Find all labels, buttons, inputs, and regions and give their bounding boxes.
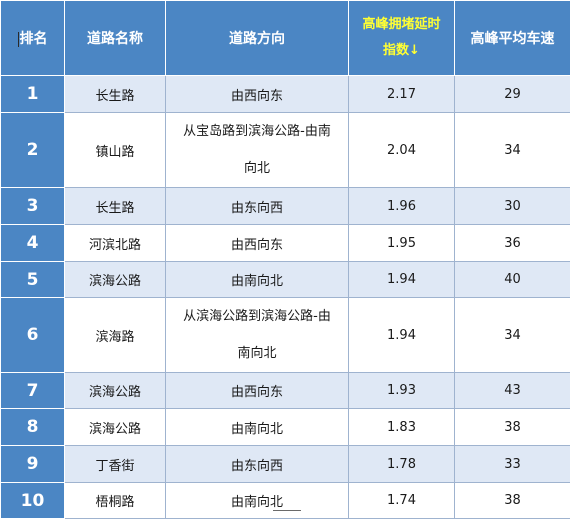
table-row: 2 镇山路 从宝岛路到滨海公路-由南 向北 2.04 34 [1,113,570,188]
table-row: 4 河滨北路 由西向东 1.95 36 [1,225,570,262]
direction-cell: 由西向东 [166,225,349,262]
direction-line2: 南向北 [166,335,348,372]
header-direction[interactable]: 道路方向 [166,1,349,76]
congestion-index-cell: 1.94 [349,298,455,373]
direction-cell: 由南向北 [166,409,349,446]
avg-speed-cell: 38 [455,409,570,446]
road-name-cell: 梧桐路 [65,483,166,519]
table-row: 3 长生路 由东向西 1.96 30 [1,188,570,225]
table-row: 6 滨海路 从滨海公路到滨海公路-由 南向北 1.94 34 [1,298,570,373]
direction-line2: 向北 [166,150,348,187]
direction-cell: 由西向东 [166,373,349,409]
header-road-name[interactable]: 道路名称 [65,1,166,76]
header-avg-speed[interactable]: 高峰平均车速 [455,1,570,76]
rank-cell: 5 [1,262,65,298]
rank-cell: 9 [1,446,65,483]
direction-cell: 由南向北 [166,483,349,519]
direction-cell: 从宝岛路到滨海公路-由南 向北 [166,113,349,188]
road-name-cell: 滨海公路 [65,373,166,409]
table-row: 8 滨海公路 由南向北 1.83 38 [1,409,570,446]
direction-line1: 从滨海公路到滨海公路-由 [166,298,348,335]
header-rank-label: 排名 [20,31,48,47]
road-name-cell: 镇山路 [65,113,166,188]
congestion-index-cell: 1.93 [349,373,455,409]
header-congestion-index-line1: 高峰拥堵延时 [349,12,454,38]
table-row: 9 丁香街 由东向西 1.78 33 [1,446,570,483]
rank-cell: 2 [1,113,65,188]
avg-speed-cell: 29 [455,76,570,113]
congestion-index-cell: 1.95 [349,225,455,262]
congestion-index-cell: 1.96 [349,188,455,225]
table-row: 10 梧桐路 由南向北 1.74 38 [1,483,570,519]
avg-speed-cell: 36 [455,225,570,262]
rank-cell: 8 [1,409,65,446]
avg-speed-cell: 40 [455,262,570,298]
road-name-cell: 长生路 [65,188,166,225]
congestion-index-cell: 1.74 [349,483,455,519]
direction-cell: 由东向西 [166,188,349,225]
rank-cell: 7 [1,373,65,409]
direction-line1: 从宝岛路到滨海公路-由南 [166,113,348,150]
road-name-cell: 滨海公路 [65,262,166,298]
text-cursor-icon [18,32,19,47]
header-congestion-index[interactable]: 高峰拥堵延时 指数↓ [349,1,455,76]
avg-speed-cell: 38 [455,483,570,519]
direction-cell: 从滨海公路到滨海公路-由 南向北 [166,298,349,373]
congestion-index-cell: 1.83 [349,409,455,446]
road-name-cell: 滨海公路 [65,409,166,446]
road-name-cell: 丁香街 [65,446,166,483]
header-row: 排名 道路名称 道路方向 高峰拥堵延时 指数↓ 高峰平均车速 [1,1,570,76]
rank-cell: 10 [1,483,65,519]
rank-cell: 3 [1,188,65,225]
congestion-index-cell: 1.94 [349,262,455,298]
congestion-index-cell: 2.17 [349,76,455,113]
table-row: 7 滨海公路 由西向东 1.93 43 [1,373,570,409]
table-row: 1 长生路 由西向东 2.17 29 [1,76,570,113]
header-rank[interactable]: 排名 [1,1,65,76]
rank-cell: 6 [1,298,65,373]
road-name-cell: 河滨北路 [65,225,166,262]
direction-cell: 由西向东 [166,76,349,113]
congestion-index-cell: 2.04 [349,113,455,188]
divider [273,510,301,511]
avg-speed-cell: 34 [455,113,570,188]
congestion-index-cell: 1.78 [349,446,455,483]
direction-cell: 由南向北 [166,262,349,298]
road-name-cell: 长生路 [65,76,166,113]
direction-cell: 由东向西 [166,446,349,483]
header-congestion-index-line2: 指数↓ [349,38,454,64]
table-row: 5 滨海公路 由南向北 1.94 40 [1,262,570,298]
rank-cell: 4 [1,225,65,262]
avg-speed-cell: 43 [455,373,570,409]
rank-cell: 1 [1,76,65,113]
road-name-cell: 滨海路 [65,298,166,373]
avg-speed-cell: 33 [455,446,570,483]
avg-speed-cell: 30 [455,188,570,225]
avg-speed-cell: 34 [455,298,570,373]
